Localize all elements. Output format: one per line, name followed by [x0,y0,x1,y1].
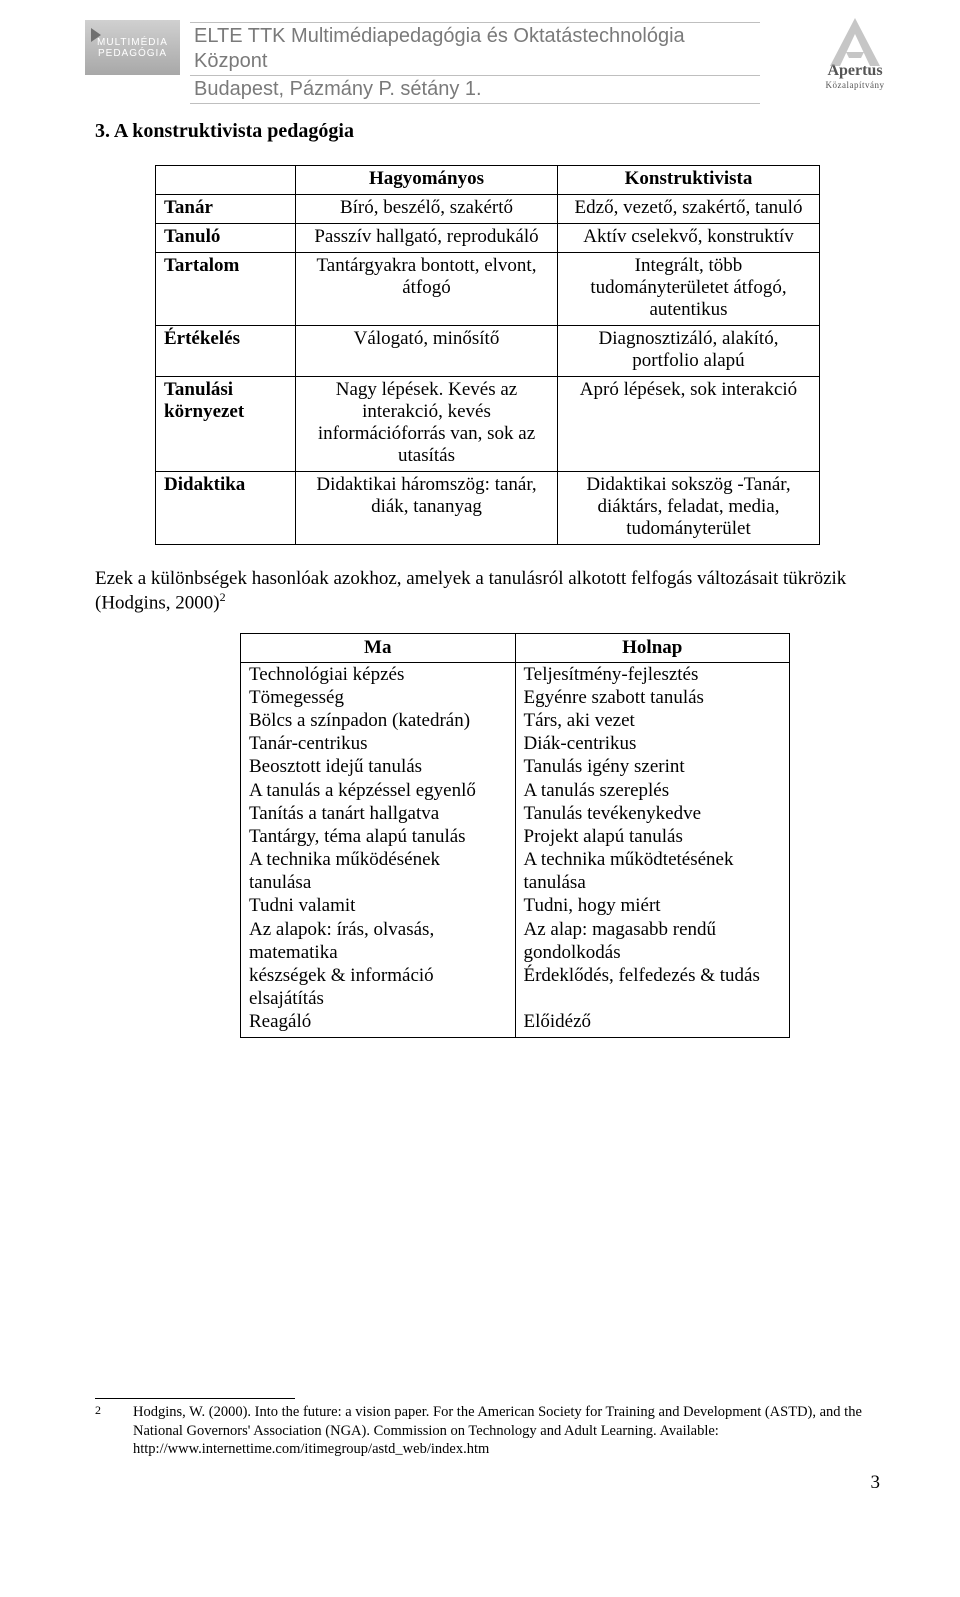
cell: Apró lépések, sok interakció [558,377,820,472]
cell: Projekt alapú tanulás [515,825,790,848]
table-row: Tanuló Passzív hallgató, reprodukáló Akt… [156,224,820,253]
paragraph-text: Ezek a különbségek hasonlóak azokhoz, am… [95,568,846,614]
cell: Didaktikai háromszög: tanár, diák, tanan… [296,472,558,545]
table-row: Tanár Bíró, beszélő, szakértő Edző, veze… [156,195,820,224]
footnote: 2 Hodgins, W. (2000). Into the future: a… [95,1403,880,1457]
table-row: Tanár-centrikusDiák-centrikus [241,732,790,755]
cell: Társ, aki vezet [515,709,790,732]
cell: Egyénre szabott tanulás [515,686,790,709]
table-row: Didaktika Didaktikai háromszög: tanár, d… [156,472,820,545]
footnote-ref: 2 [220,590,226,604]
table-row: ReagálóElőidéző [241,1010,790,1038]
table-row: Tanulási környezet Nagy lépések. Kevés a… [156,377,820,472]
table-pedagogy-comparison: Hagyományos Konstruktivista Tanár Bíró, … [155,165,820,545]
cell: A tanulás a képzéssel egyenlő [241,779,516,802]
logo-left-line1: MULTIMÉDIA [97,37,168,48]
apertus-a-icon [820,16,890,68]
cell: Tanulás tevékenykedve [515,802,790,825]
table-row: TömegességEgyénre szabott tanulás [241,686,790,709]
cell: Tanítás a tanárt hallgatva [241,802,516,825]
cell: Tantárgy, téma alapú tanulás [241,825,516,848]
footnote-number: 2 [95,1403,101,1418]
cell: A technika működésének tanulása [241,848,516,894]
cell: Reagáló [241,1010,516,1038]
row-label: Tanulási környezet [156,377,296,472]
cell: Aktív cselekvő, konstruktív [558,224,820,253]
cell: Bölcs a színpadon (katedrán) [241,709,516,732]
logo-apertus: Apertus Közalapítvány [800,16,910,86]
header-title-block: ELTE TTK Multimédiapedagógia és Oktatást… [190,22,760,104]
table-header-row: Ma Holnap [241,633,790,662]
cell: Tömegesség [241,686,516,709]
cell: Érdeklődés, felfedezés & tudás [515,964,790,1010]
cell: Diák-centrikus [515,732,790,755]
table-row: készségek & információ elsajátításÉrdekl… [241,964,790,1010]
table-row: Tantárgy, téma alapú tanulásProjekt alap… [241,825,790,848]
cell: Diagnosztizáló, alakító, portfolio alapú [558,326,820,377]
cell: Edző, vezető, szakértő, tanuló [558,195,820,224]
table-header-hagyomanyos: Hagyományos [296,166,558,195]
header-title-line2: Budapest, Pázmány P. sétány 1. [190,76,760,104]
cell: Didaktikai sokszög -Tanár, diáktárs, fel… [558,472,820,545]
table-row: Tartalom Tantárgyakra bontott, elvont, á… [156,253,820,326]
cell: Előidéző [515,1010,790,1038]
table-row: Tudni valamitTudni, hogy miért [241,894,790,917]
cell: Passzív hallgató, reprodukáló [296,224,558,253]
page: MULTIMÉDIA PEDAGÓGIA ELTE TTK Multimédia… [0,0,960,1597]
table-header-empty [156,166,296,195]
cell: Tudni valamit [241,894,516,917]
table-row: Beosztott idejű tanulásTanulás igény sze… [241,755,790,778]
table-header-row: Hagyományos Konstruktivista [156,166,820,195]
table-row: Az alapok: írás, olvasás, matematikaAz a… [241,918,790,964]
table-row: Technológiai képzésTeljesítmény-fejleszt… [241,662,790,686]
table-row: Értékelés Válogató, minősítő Diagnosztiz… [156,326,820,377]
row-label: Értékelés [156,326,296,377]
cell: Tanár-centrikus [241,732,516,755]
footnote-text: Hodgins, W. (2000). Into the future: a v… [133,1404,862,1456]
table-learning-shift: Ma Holnap Technológiai képzésTeljesítmén… [240,633,790,1039]
row-label: Tartalom [156,253,296,326]
page-number: 3 [95,1472,880,1494]
table-row: A technika működésének tanulásaA technik… [241,848,790,894]
page-header: MULTIMÉDIA PEDAGÓGIA ELTE TTK Multimédia… [95,20,880,80]
row-label: Didaktika [156,472,296,545]
body-paragraph: Ezek a különbségek hasonlóak azokhoz, am… [95,567,880,615]
col-header-holnap: Holnap [515,633,790,662]
cell: A tanulás szereplés [515,779,790,802]
table-row: Bölcs a színpadon (katedrán)Társ, aki ve… [241,709,790,732]
col-header-ma: Ma [241,633,516,662]
cell: Tudni, hogy miért [515,894,790,917]
table-header-konstruktivista: Konstruktivista [558,166,820,195]
table-row: A tanulás a képzéssel egyenlőA tanulás s… [241,779,790,802]
footnote-separator [95,1398,295,1399]
cell: Az alap: magasabb rendű gondolkodás [515,918,790,964]
cell: Nagy lépések. Kevés az interakció, kevés… [296,377,558,472]
cell: Válogató, minősítő [296,326,558,377]
cell: Teljesítmény-fejlesztés [515,662,790,686]
cell: A technika működtetésének tanulása [515,848,790,894]
row-label: Tanuló [156,224,296,253]
logo-multimedia-pedagogia: MULTIMÉDIA PEDAGÓGIA [85,20,180,75]
table-row: Tanítás a tanárt hallgatvaTanulás tevéke… [241,802,790,825]
row-label: Tanár [156,195,296,224]
cell: készségek & információ elsajátítás [241,964,516,1010]
cell: Tanulás igény szerint [515,755,790,778]
header-title-line1: ELTE TTK Multimédiapedagógia és Oktatást… [190,22,760,76]
cell: Technológiai képzés [241,662,516,686]
cell: Bíró, beszélő, szakértő [296,195,558,224]
logo-left-line2: PEDAGÓGIA [98,48,167,59]
cell: Tantárgyakra bontott, elvont, átfogó [296,253,558,326]
apertus-sub: Közalapítvány [826,80,885,90]
section-heading: 3. A konstruktivista pedagógia [95,120,880,143]
cell: Integrált, több tudományterületet átfogó… [558,253,820,326]
cell: Beosztott idejű tanulás [241,755,516,778]
cell: Az alapok: írás, olvasás, matematika [241,918,516,964]
triangle-icon [91,28,101,42]
